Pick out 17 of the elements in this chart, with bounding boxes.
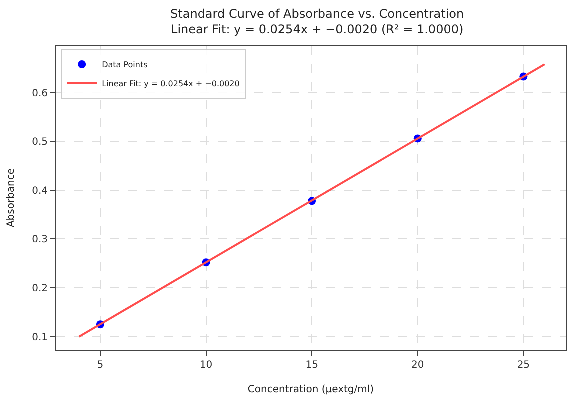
y-tick-label: 0.2 (32, 284, 48, 295)
y-axis-title: Absorbance (6, 168, 18, 228)
chart-subtitle: Linear Fit: y = 0.0254x + −0.0020 (R² = 1.0000) (171, 22, 464, 37)
x-tick-label: 25 (517, 360, 530, 371)
y-tick-label: 0.1 (32, 332, 48, 344)
x-tick-label: 10 (200, 360, 213, 371)
y-tick-label: 0.5 (32, 137, 48, 148)
x-tick-label: 5 (97, 360, 104, 371)
chart-title: Standard Curve of Absorbance vs. Concentration (170, 7, 464, 22)
x-tick-label: 20 (412, 360, 424, 371)
y-tick-label: 0.6 (32, 88, 48, 100)
y-tick-label: 0.4 (32, 186, 48, 197)
x-axis-title: Concentration (µextg/ml) (248, 384, 374, 396)
x-tick-label: 15 (306, 360, 318, 371)
legend-label: Linear Fit: y = 0.0254x + −0.0020 (102, 80, 240, 89)
legend-label: Data Points (102, 60, 148, 70)
y-tick-label: 0.3 (32, 234, 48, 246)
